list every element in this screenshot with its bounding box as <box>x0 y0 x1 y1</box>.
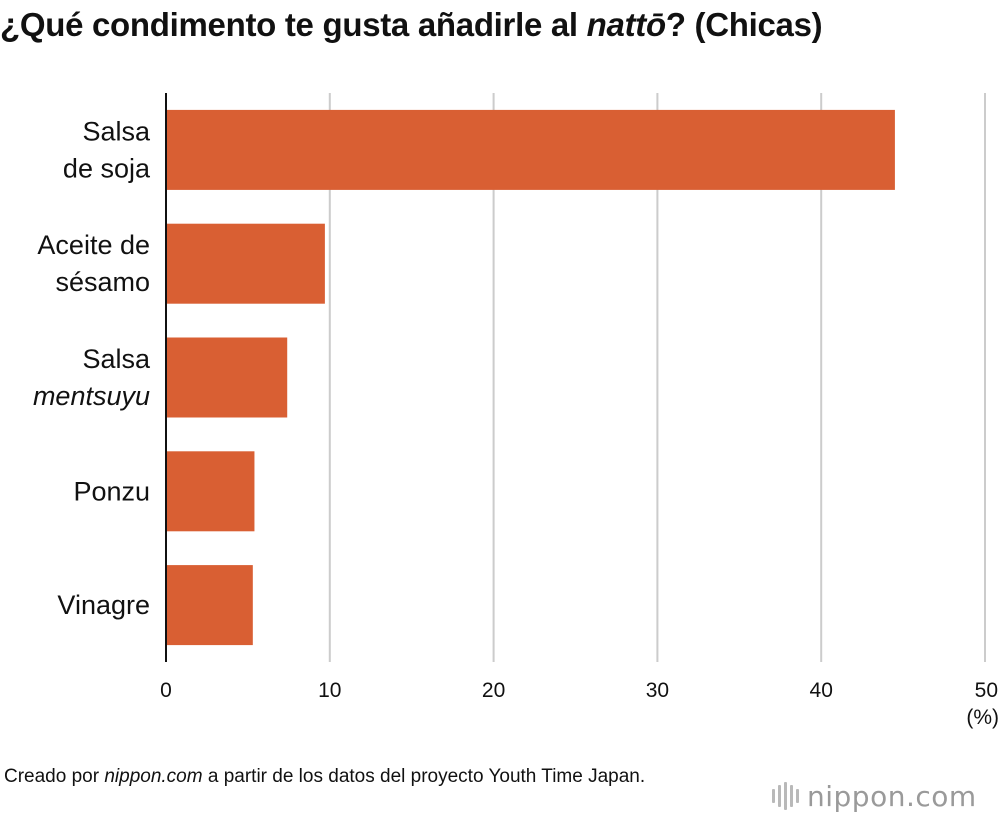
category-label: Salsa mentsuyu <box>33 344 151 411</box>
category-label: Aceite de sésamo <box>37 230 150 297</box>
bar <box>166 337 288 418</box>
x-tick-label: 40 <box>810 679 833 702</box>
bar <box>166 109 895 190</box>
bars <box>166 109 895 646</box>
x-axis-unit-label: (%) <box>966 706 999 729</box>
bar <box>166 223 325 304</box>
source-note: Creado por nippon.com a partir de los da… <box>4 766 646 787</box>
x-tick-label: 30 <box>646 679 669 702</box>
category-label: Ponzu <box>73 476 150 506</box>
x-tick-label: 0 <box>160 679 172 702</box>
x-tick-label: 20 <box>482 679 505 702</box>
bar-chart: Salsa de soja Aceite de sésamo Salsa mentsuyu… <box>33 93 999 729</box>
category-label: Salsa de soja <box>63 116 151 183</box>
category-label: Vinagre <box>57 590 150 620</box>
x-tick-labels: 0 10 20 30 40 50 <box>160 679 998 702</box>
category-labels: Salsa de soja Aceite de sésamo Salsa mentsuyu… <box>33 116 151 620</box>
bar <box>166 565 253 646</box>
x-tick-label: 10 <box>318 679 341 702</box>
logo-mark-icon <box>772 782 799 810</box>
logo-text: nippon.com <box>807 779 977 813</box>
chart-title: ¿Qué condimento te gusta añadirle al nat… <box>0 6 823 43</box>
bar <box>166 451 255 532</box>
nippon-logo: nippon.com <box>772 776 977 816</box>
x-tick-label: 50 <box>975 679 998 702</box>
